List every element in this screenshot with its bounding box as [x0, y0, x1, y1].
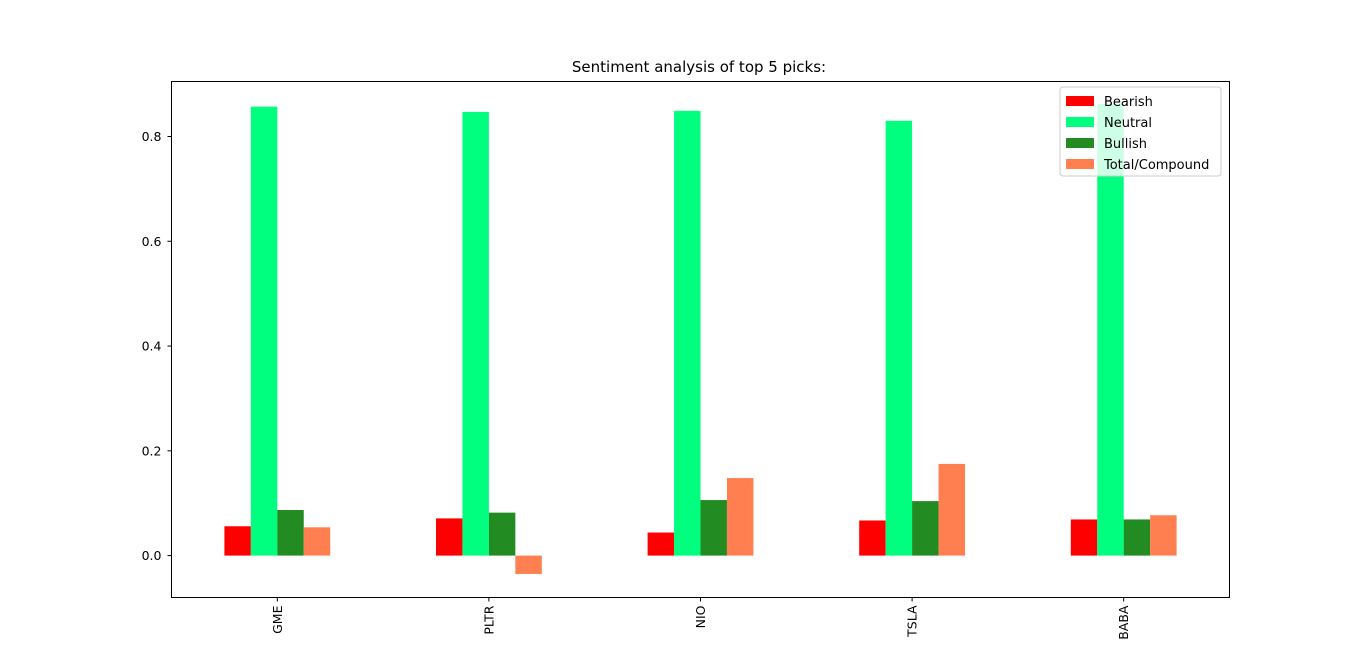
- bar-bullish-pltr: [488, 512, 516, 556]
- legend-label-bearish: Bearish: [1104, 95, 1153, 110]
- x-tick-label: TSLA: [905, 605, 920, 638]
- y-tick-label: 0.2: [142, 443, 162, 458]
- bar-neutral-pltr: [462, 111, 489, 556]
- legend-swatch-neutral: [1066, 117, 1094, 127]
- bar-total-compound-baba: [1150, 515, 1177, 556]
- bar-neutral-baba: [1097, 104, 1124, 556]
- bar-bearish-baba: [1070, 519, 1098, 556]
- chart-title: Sentiment analysis of top 5 picks:: [572, 58, 826, 76]
- bars-layer: [224, 104, 1177, 574]
- x-tick-label: PLTR: [481, 605, 496, 634]
- ticks-layer: GME PLTR NIO TSLA BABA 0.0 0.2 0.4 0.6 0.8: [142, 129, 1132, 640]
- y-tick-label: 0.6: [142, 234, 162, 249]
- bar-total-compound-tsla: [938, 463, 965, 556]
- bar-bearish-pltr: [436, 518, 463, 556]
- legend-swatch-bullish: [1066, 138, 1094, 148]
- legend-swatch-total-compound: [1066, 159, 1094, 169]
- legend-frame: [1059, 86, 1222, 177]
- bar-neutral-nio: [674, 110, 701, 556]
- legend: Bearish Neutral Bullish Total/Compound: [1059, 86, 1222, 177]
- x-tick-label: NIO: [693, 605, 708, 628]
- bar-bearish-tsla: [859, 520, 886, 556]
- y-tick-label: 0.0: [142, 548, 162, 563]
- y-tick-label: 0.8: [142, 129, 162, 144]
- bar-bearish-nio: [647, 532, 675, 556]
- legend-label-total-compound: Total/Compound: [1103, 158, 1209, 173]
- legend-label-neutral: Neutral: [1104, 116, 1152, 131]
- bar-neutral-gme: [250, 106, 278, 556]
- legend-swatch-bearish: [1066, 96, 1094, 106]
- bar-bullish-gme: [277, 510, 304, 556]
- bar-neutral-tsla: [885, 120, 913, 556]
- plot-area-frame: [171, 81, 1230, 598]
- x-tick-label: GME: [270, 605, 285, 633]
- bar-bullish-baba: [1123, 519, 1151, 556]
- bar-bullish-nio: [700, 500, 727, 556]
- y-tick-label: 0.4: [142, 339, 162, 354]
- x-tick-label: BABA: [1116, 605, 1131, 640]
- bar-total-compound-pltr: [515, 555, 542, 574]
- bar-total-compound-gme: [303, 527, 331, 556]
- bar-bullish-tsla: [912, 501, 939, 556]
- bar-total-compound-nio: [726, 478, 754, 556]
- bar-bearish-gme: [224, 526, 251, 556]
- legend-label-bullish: Bullish: [1104, 137, 1147, 152]
